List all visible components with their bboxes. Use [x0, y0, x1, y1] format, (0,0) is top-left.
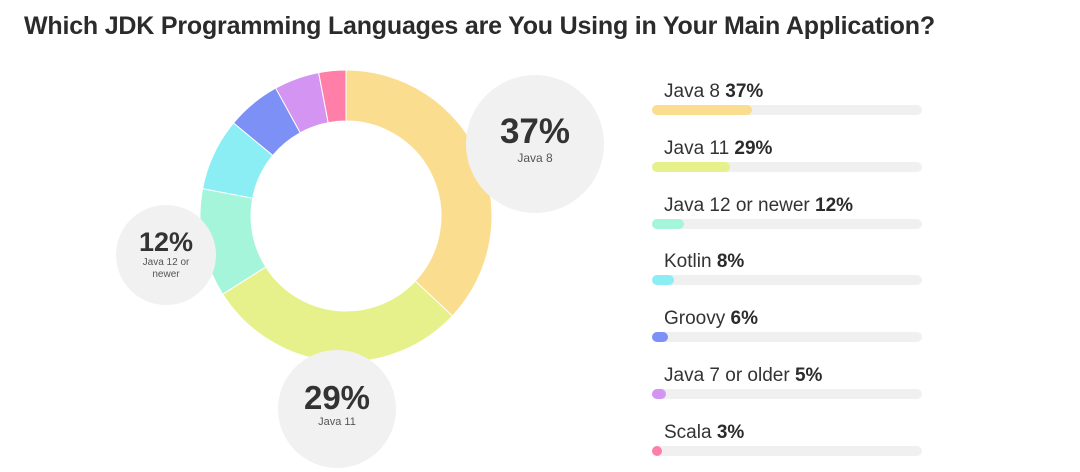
callout-java-8: 37% Java 8 [466, 75, 604, 213]
legend-bar-track [652, 219, 922, 229]
legend-label: Java 8 [664, 81, 720, 102]
legend-item-java-8: Java 8 37% [652, 80, 924, 115]
legend-bar-fill [652, 332, 669, 342]
legend-label: Java 7 or older [664, 365, 790, 386]
legend-item-java-7-or-older: Java 7 or older 5% [652, 364, 924, 399]
callout-java-12-value: 12% [138, 227, 194, 257]
donut-slice-java-8 [345, 69, 493, 317]
legend-bar-track [652, 162, 922, 172]
legend-value: 6% [730, 308, 758, 329]
callout-java-12-label: Java 12 or newer [142, 257, 190, 280]
legend-item-java-11: Java 11 29% [652, 137, 924, 172]
legend-bar-fill [652, 105, 752, 115]
legend-label: Kotlin [664, 251, 712, 272]
legend-bar-track [652, 389, 922, 399]
legend-bar-fill [652, 446, 662, 456]
legend-label: Scala [664, 422, 712, 443]
legend-bar-fill [652, 275, 674, 285]
legend-bar-track [652, 446, 922, 456]
callout-java-12: 12% Java 12 or newer [116, 205, 216, 305]
legend-value: 29% [734, 138, 773, 159]
legend-item-groovy: Groovy 6% [652, 307, 924, 342]
legend-item-java-12-or-newer: Java 12 or newer 12% [652, 194, 924, 229]
legend-bar-track [652, 275, 922, 285]
donut-slice-scala [318, 69, 347, 124]
legend-bar-fill [652, 219, 685, 229]
legend-bar-track [652, 332, 922, 342]
legend-bar-track [652, 105, 922, 115]
callout-java-11-value: 29% [303, 379, 371, 416]
legend-value: 3% [716, 422, 745, 443]
legend-label: Java 11 [664, 138, 730, 159]
callout-java-8-value: 37% [499, 112, 571, 151]
chart-title: Which JDK Programming Languages are You … [24, 12, 935, 40]
legend-bar-fill [652, 389, 666, 399]
legend-bar-fill [652, 162, 731, 172]
callout-java-8-label: Java 8 [517, 151, 553, 165]
legend-item-kotlin: Kotlin 8% [652, 250, 924, 285]
legend-label: Java 12 or newer [664, 195, 810, 216]
legend-label: Groovy [664, 308, 726, 329]
legend-value: 37% [725, 81, 764, 102]
legend-item-scala: Scala 3% [652, 421, 924, 456]
legend-value: 5% [794, 365, 823, 386]
callout-java-11: 29% Java 11 [278, 350, 396, 468]
legend-value: 8% [716, 251, 745, 272]
legend-value: 12% [815, 195, 854, 216]
callout-java-11-label: Java 11 [318, 416, 356, 428]
donut-slice-java-11 [222, 266, 454, 363]
